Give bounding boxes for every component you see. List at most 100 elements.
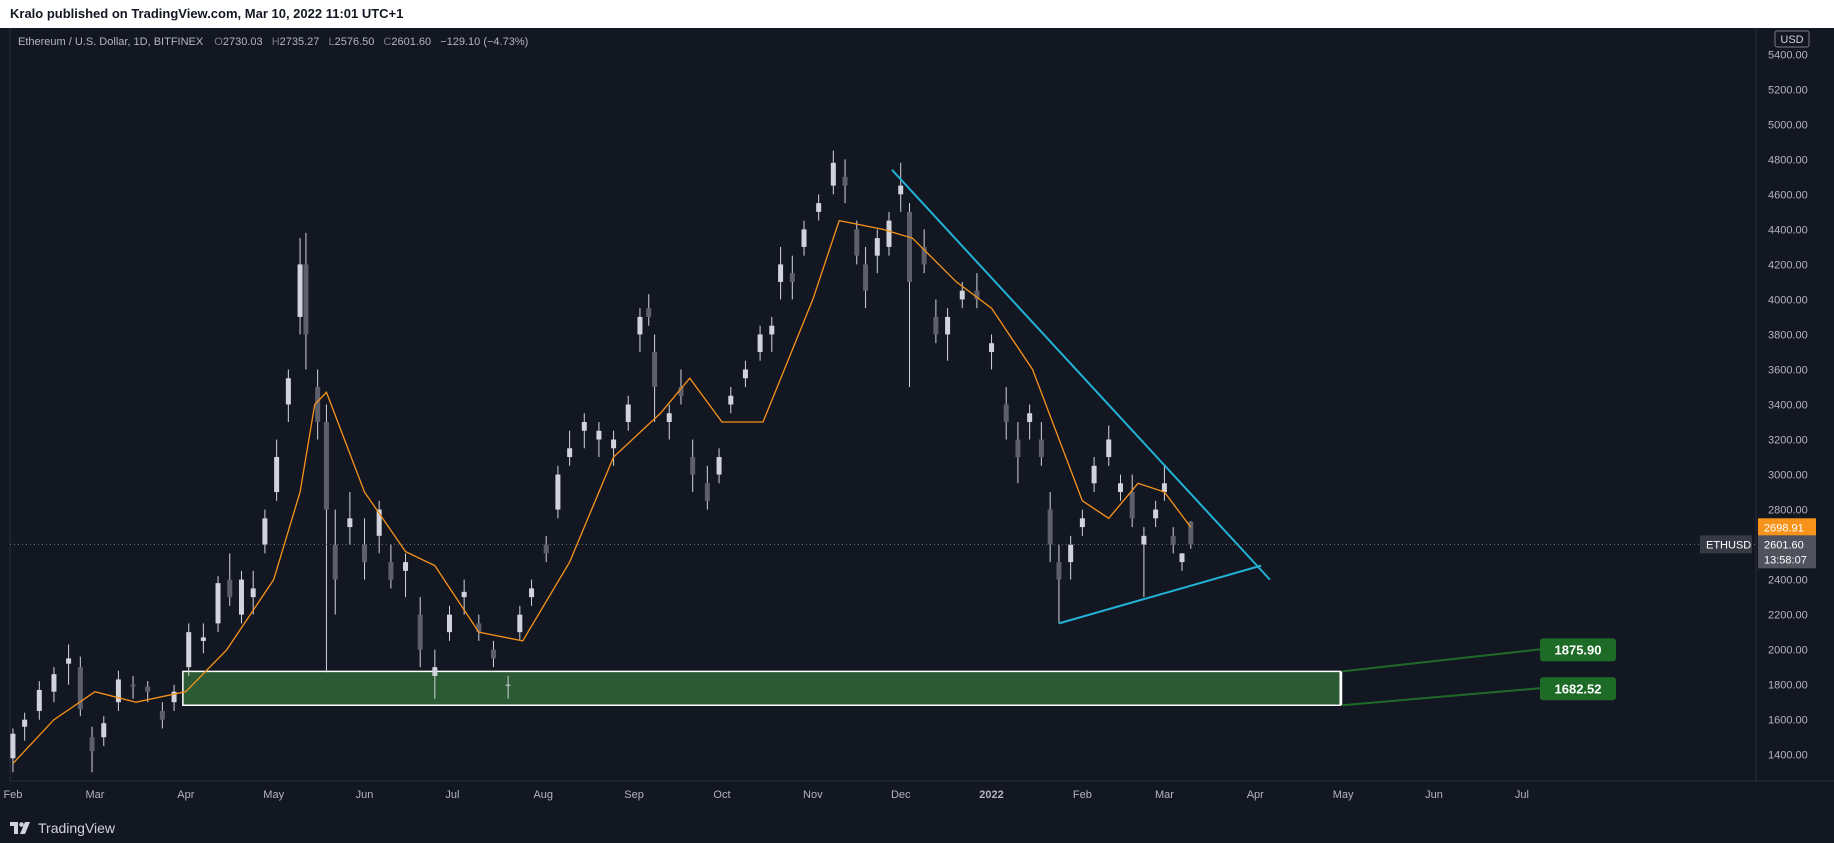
candle-body — [567, 448, 573, 458]
candle-body — [186, 632, 192, 668]
price-tick-label: 2400.00 — [1768, 575, 1808, 587]
candle-body — [447, 614, 452, 633]
legend-symbol: Ethereum / U.S. Dollar, 1D, BITFINEX — [18, 36, 204, 48]
time-axis-label: Oct — [713, 789, 730, 801]
legend-close-value: 2601.60 — [391, 36, 431, 48]
last-price-label-bg — [1758, 535, 1816, 569]
ascending-trendline — [1058, 564, 1262, 625]
time-axis-label: Jul — [1515, 789, 1529, 801]
candle-body — [874, 238, 880, 256]
candle-body — [323, 422, 329, 510]
price-tick-label: 5200.00 — [1768, 84, 1808, 96]
candle-body — [490, 649, 496, 659]
candle-body — [89, 737, 95, 752]
time-axis-label: Feb — [1073, 789, 1092, 801]
candle-body — [130, 684, 136, 687]
candle-body — [1015, 439, 1021, 458]
time-axis-label: Sep — [624, 789, 644, 801]
candle-body — [690, 457, 696, 475]
candle-body — [171, 691, 177, 703]
candle-body — [1091, 465, 1097, 484]
candle-body — [66, 658, 72, 664]
candle-body — [611, 439, 617, 449]
bar-countdown: 13:58:07 — [1764, 554, 1807, 566]
candle-body — [789, 273, 795, 282]
candle-body — [1170, 535, 1176, 545]
legend-high-key: H — [272, 36, 280, 48]
currency-badge[interactable]: USD — [1774, 30, 1810, 48]
candle-body — [403, 562, 409, 571]
footer-brand: TradingView — [38, 820, 116, 836]
candle-body — [529, 588, 535, 598]
time-axis-label: Feb — [3, 789, 22, 801]
candle-body — [816, 203, 822, 212]
candle-body — [678, 386, 684, 396]
legend-low-value: 2576.50 — [335, 36, 375, 48]
candle-body — [227, 579, 233, 598]
candle-body — [417, 614, 423, 650]
candle-body — [303, 264, 309, 335]
candle-body — [1068, 544, 1074, 563]
candle-body — [742, 369, 748, 379]
candle-body — [476, 623, 482, 633]
price-tick-label: 3600.00 — [1768, 364, 1808, 376]
price-tick-label: 4600.00 — [1768, 189, 1808, 201]
legend: Ethereum / U.S. Dollar, 1D, BITFINEX O27… — [18, 36, 528, 48]
candle-body — [1056, 562, 1062, 580]
symbol-tag: ETHUSD — [1706, 539, 1751, 551]
candle-body — [22, 719, 28, 727]
candle-body — [581, 422, 587, 431]
candle-body — [1038, 439, 1044, 458]
candle-body — [989, 343, 995, 352]
candle-body — [704, 483, 710, 501]
time-axis-label: Mar — [1155, 789, 1174, 801]
candle-body — [36, 689, 42, 711]
candle-body — [77, 667, 83, 710]
candle-body — [376, 509, 382, 536]
candle-body — [1117, 483, 1123, 493]
time-axis-label: Dec — [891, 789, 911, 801]
legend-close-key: C — [383, 36, 391, 48]
time-axis-label: Jun — [356, 789, 374, 801]
candle-body — [297, 264, 303, 317]
zone-bottom-label-bg — [1540, 677, 1616, 701]
candle-body — [274, 457, 280, 493]
candle-body — [778, 264, 784, 282]
price-tick-label: 3000.00 — [1768, 470, 1808, 482]
candle-body — [315, 386, 321, 423]
candle-body — [461, 591, 467, 598]
candle-body — [854, 229, 860, 256]
candle-body — [1188, 521, 1194, 545]
price-chart[interactable]: 5400.00 5200.00 5000.00 4800.00 4600.00 4400.… — [0, 28, 1834, 813]
candle-body — [801, 229, 807, 247]
candle-body — [362, 544, 368, 563]
price-tick-label: 3800.00 — [1768, 329, 1808, 341]
price-tick-label: 1800.00 — [1768, 680, 1808, 692]
legend-open-value: 2730.03 — [223, 36, 263, 48]
candle-body — [262, 518, 268, 545]
zone-bottom-label-connector — [1342, 687, 1541, 707]
currency-label: USD — [1780, 34, 1803, 46]
candle-body — [51, 674, 57, 692]
candle-body — [1141, 535, 1147, 545]
time-axis-label: Aug — [533, 789, 553, 801]
zone-top-label-connector — [1342, 648, 1541, 673]
candle-body — [830, 162, 836, 186]
candle-body — [1179, 553, 1185, 563]
candle-body — [842, 176, 848, 186]
price-tick-label: 4000.00 — [1768, 294, 1808, 306]
candle-body — [637, 316, 643, 335]
candle-body — [347, 518, 353, 528]
candle-body — [898, 185, 904, 195]
candle-body — [285, 378, 291, 405]
candle-body — [200, 637, 206, 641]
time-axis-label: Apr — [177, 789, 194, 801]
candle-body — [716, 457, 722, 475]
price-tick-label: 3400.00 — [1768, 400, 1808, 412]
ma-price-label-bg — [1758, 518, 1816, 537]
price-tick-label: 5000.00 — [1768, 119, 1808, 131]
candle-body — [215, 583, 221, 624]
tradingview-logo[interactable]: TradingView — [10, 813, 115, 843]
candle-body — [101, 723, 107, 738]
